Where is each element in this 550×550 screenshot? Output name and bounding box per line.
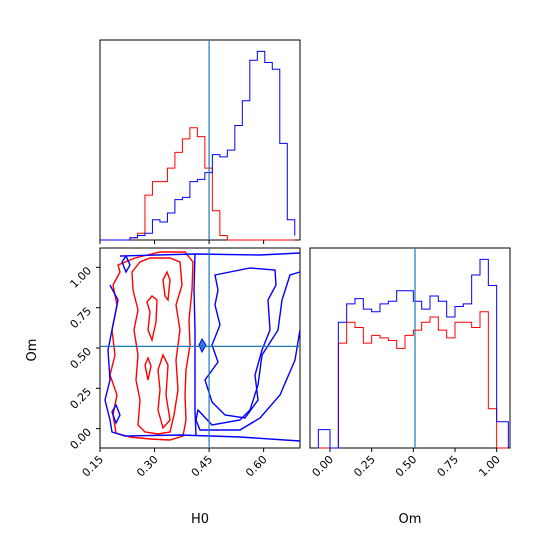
blue-contour-center-blob (198, 338, 207, 354)
blue-contour-left-small-2 (111, 403, 121, 425)
y-axis-label-om: Om (25, 339, 40, 362)
h0-histogram (100, 50, 296, 241)
x-axis-label-h0: H0 (191, 512, 209, 527)
h0-histogram-frame (99, 39, 301, 241)
h0-tick-label: 0.30 (134, 453, 161, 480)
om-histogram-tick-label: 0.75 (435, 453, 462, 480)
h0-histogram-red-series (100, 127, 295, 241)
blue-contour-right (195, 271, 301, 431)
om-histogram-tick-label: 0.50 (393, 453, 420, 480)
om-tick-label: 0.50 (68, 345, 95, 372)
om-histogram-tick-label: 0.25 (351, 453, 378, 480)
om-histogram (317, 258, 509, 449)
h0-om-contour (104, 251, 301, 442)
om-histogram-tick-label: 1.00 (476, 453, 503, 480)
x-axis-label-om: Om (399, 512, 422, 527)
red-contour-inner-3 (157, 353, 171, 430)
red-contour-inner-5 (144, 356, 152, 381)
om-tick-label: 0.25 (68, 385, 95, 412)
om-histogram-frame (309, 247, 511, 449)
blue-contour-left-small-1 (121, 254, 131, 274)
h0-tick-label: 0.60 (243, 453, 270, 480)
om-tick-label: 0.00 (68, 426, 95, 453)
h0-tick-label: 0.15 (80, 453, 107, 480)
om-histogram-blue-series (317, 258, 509, 449)
om-histogram-tick-label: 0.00 (310, 453, 337, 480)
om-histogram-red-series (318, 311, 509, 449)
red-contour-inner-1 (131, 257, 183, 435)
h0-histogram-blue-series (100, 50, 296, 241)
blue-contour-outer (104, 252, 301, 442)
blue-contour-inner (204, 267, 277, 419)
h0-tick-label: 0.45 (189, 453, 216, 480)
om-tick-label: 0.75 (68, 305, 95, 332)
red-contour-inner-2 (146, 295, 158, 343)
om-tick-label: 1.00 (68, 264, 95, 291)
red-contour-inner-4 (162, 270, 171, 302)
